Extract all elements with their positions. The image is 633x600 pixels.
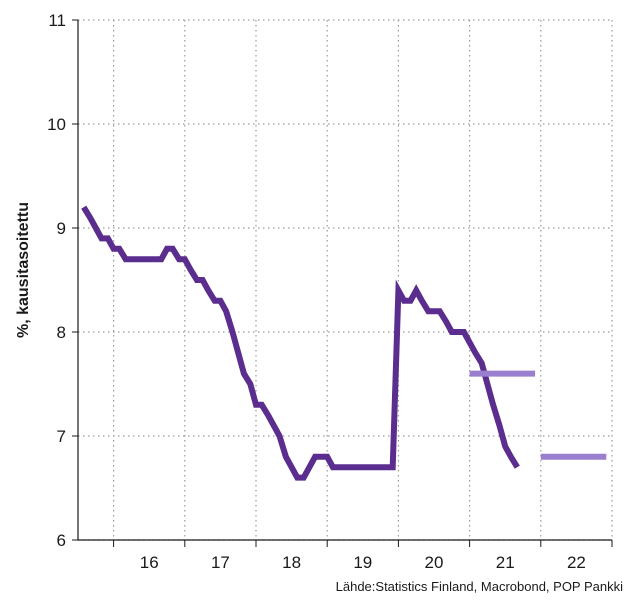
chart-series	[81, 205, 607, 481]
chart-axes	[77, 20, 612, 541]
y-axis-label: %, kausitasoitettu	[15, 202, 32, 338]
x-tick-label: 21	[496, 553, 515, 572]
x-tick-label: 17	[211, 553, 230, 572]
x-tick-label: 16	[140, 553, 159, 572]
y-tick-label: 9	[57, 219, 66, 238]
x-tick-label: 20	[425, 553, 444, 572]
y-axis-ticks: 6 7 8 9 10 11	[47, 11, 78, 550]
y-tick-label: 7	[57, 427, 66, 446]
chart-grid	[78, 19, 613, 541]
x-axis-ticks: 16 17 18 19 20 21 22	[113, 540, 613, 572]
y-tick-label: 6	[57, 531, 66, 550]
x-tick-label: 19	[353, 553, 372, 572]
y-tick-label: 8	[57, 323, 66, 342]
y-tick-label: 10	[47, 115, 66, 134]
series-line	[81, 205, 520, 481]
x-tick-label: 18	[282, 553, 301, 572]
source-note: Lähde:Statistics Finland, Macrobond, POP…	[335, 579, 623, 594]
x-tick-label: 22	[567, 553, 586, 572]
y-tick-label: 11	[48, 11, 66, 30]
